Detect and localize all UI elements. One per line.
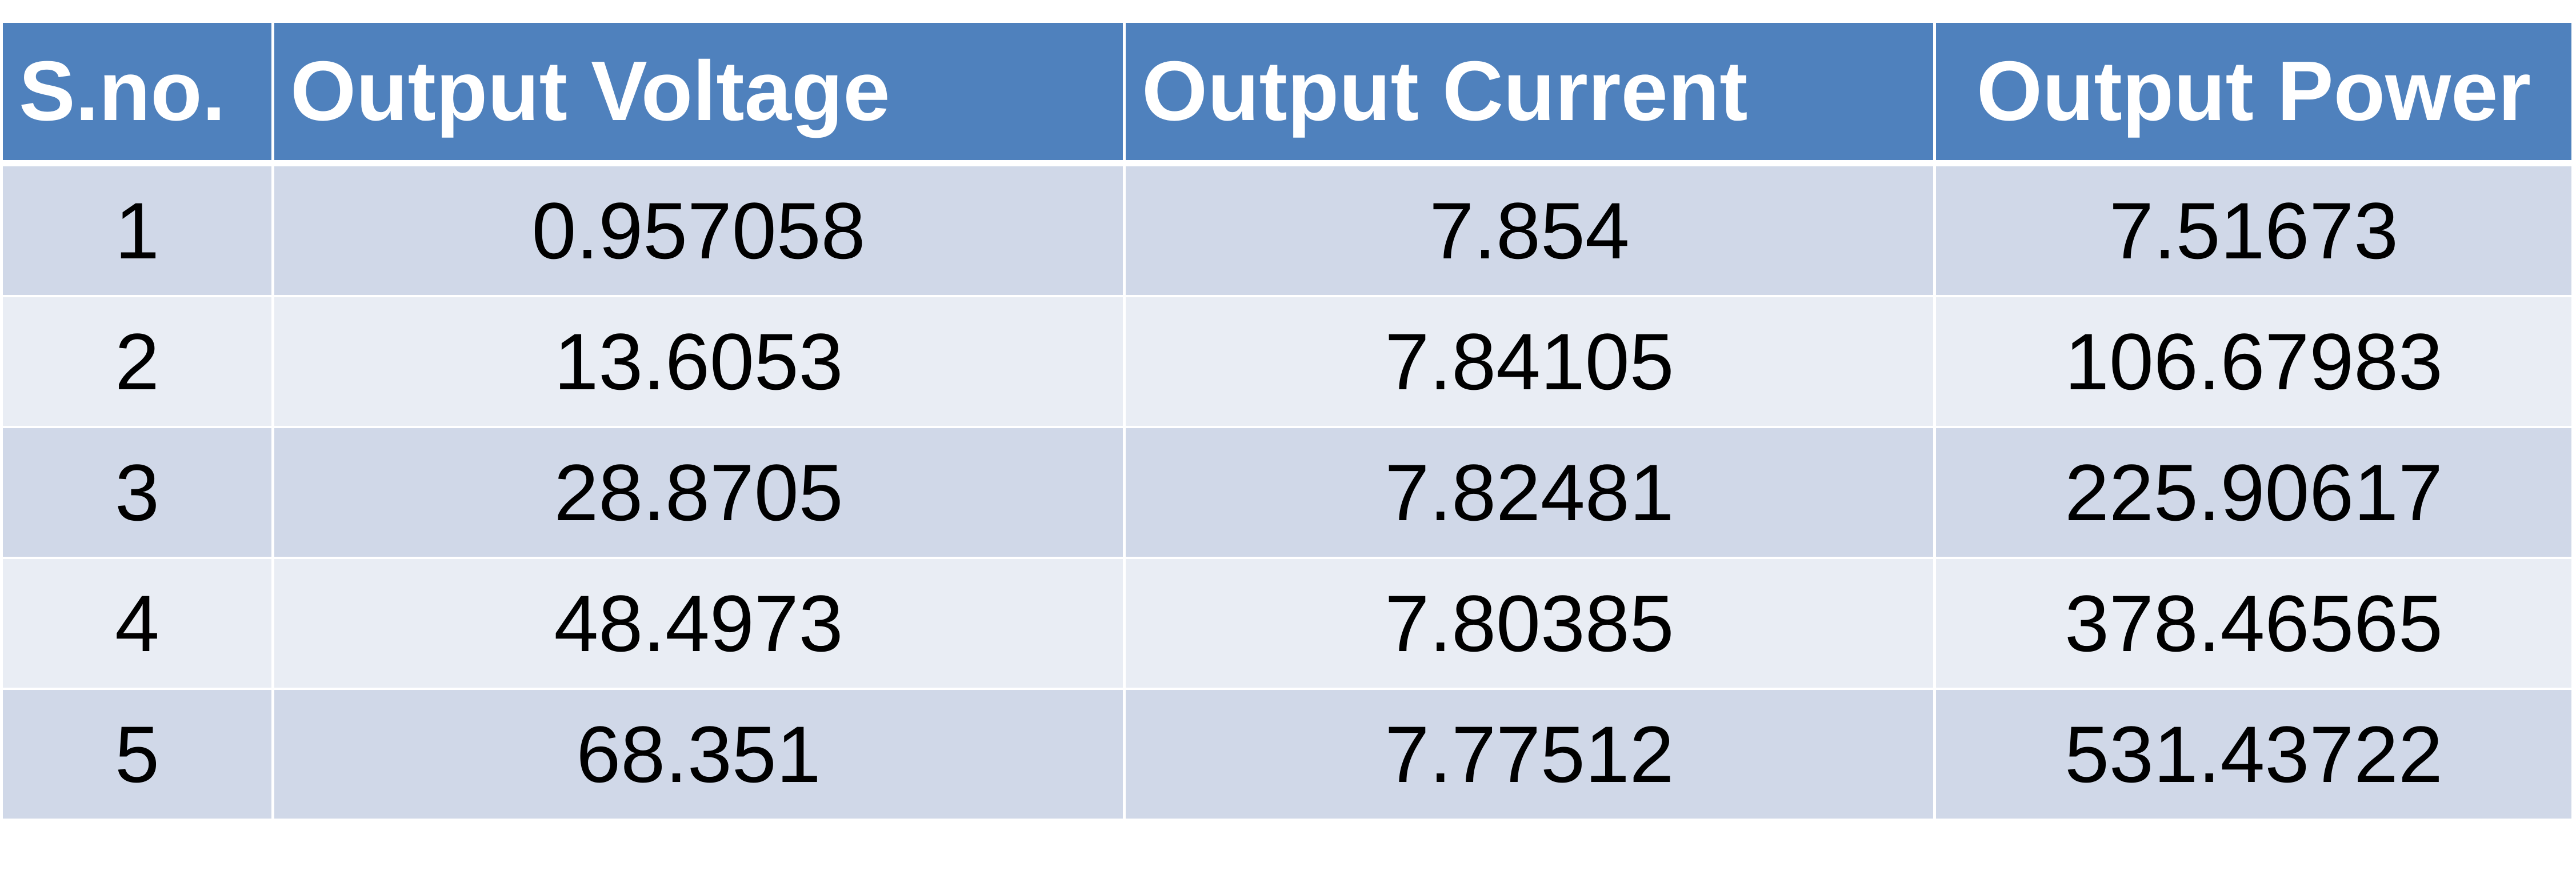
table-header: S.no. Output Voltage Output Current Outp… [3,23,2571,166]
table-row: 3 28.8705 7.82481 225.90617 [3,428,2571,559]
cell-sno: 2 [3,297,274,428]
header-output-power: Output Power [1936,23,2571,166]
cell-output-current: 7.80385 [1126,559,1936,690]
table-row: 5 68.351 7.77512 531.43722 [3,690,2571,821]
cell-output-power: 7.51673 [1936,166,2571,297]
cell-output-voltage: 28.8705 [274,428,1126,559]
cell-output-current: 7.854 [1126,166,1936,297]
cell-output-current: 7.82481 [1126,428,1936,559]
output-table: S.no. Output Voltage Output Current Outp… [3,23,2571,821]
cell-sno: 1 [3,166,274,297]
cell-output-power: 225.90617 [1936,428,2571,559]
table-row: 1 0.957058 7.854 7.51673 [3,166,2571,297]
cell-output-current: 7.77512 [1126,690,1936,821]
cell-output-power: 531.43722 [1936,690,2571,821]
header-row: S.no. Output Voltage Output Current Outp… [3,23,2571,166]
header-output-voltage: Output Voltage [274,23,1126,166]
cell-output-voltage: 0.957058 [274,166,1126,297]
cell-output-power: 106.67983 [1936,297,2571,428]
cell-output-current: 7.84105 [1126,297,1936,428]
table-row: 4 48.4973 7.80385 378.46565 [3,559,2571,690]
table-body: 1 0.957058 7.854 7.51673 2 13.6053 7.841… [3,166,2571,821]
data-table: S.no. Output Voltage Output Current Outp… [3,23,2571,821]
table-row: 2 13.6053 7.84105 106.67983 [3,297,2571,428]
cell-sno: 5 [3,690,274,821]
cell-output-power: 378.46565 [1936,559,2571,690]
header-output-current: Output Current [1126,23,1936,166]
cell-output-voltage: 48.4973 [274,559,1126,690]
cell-output-voltage: 13.6053 [274,297,1126,428]
cell-output-voltage: 68.351 [274,690,1126,821]
cell-sno: 4 [3,559,274,690]
header-sno: S.no. [3,23,274,166]
cell-sno: 3 [3,428,274,559]
